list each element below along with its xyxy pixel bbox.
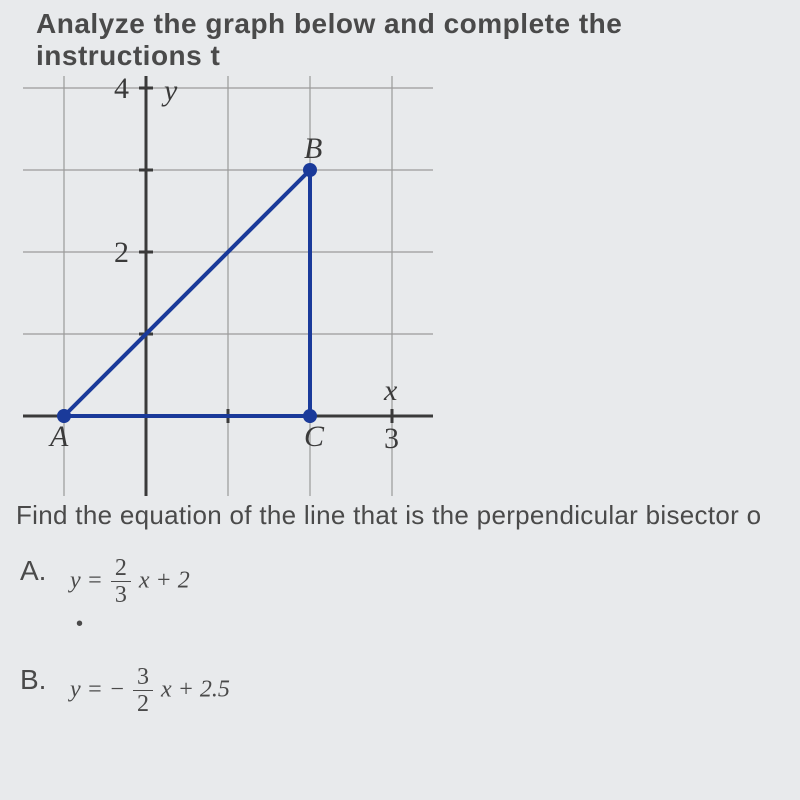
- question-text: Find the equation of the line that is th…: [8, 500, 792, 531]
- svg-text:2: 2: [114, 236, 129, 269]
- instruction-header: Analyze the graph below and complete the…: [8, 8, 792, 72]
- page-container: Analyze the graph below and complete the…: [0, 0, 800, 800]
- svg-text:4: 4: [114, 76, 129, 105]
- option-b-fraction: 32: [133, 664, 153, 718]
- option-a-prefix: y =: [70, 567, 109, 593]
- svg-text:y: y: [161, 76, 178, 107]
- option-b[interactable]: B. y = − 32 x + 2.5: [20, 664, 792, 718]
- option-a-suffix: x + 2: [133, 567, 190, 593]
- option-b-suffix: x + 2.5: [155, 676, 230, 702]
- graph: A B C 4 2 3 y x: [16, 76, 456, 496]
- option-a-fraction: 23: [111, 555, 131, 609]
- svg-text:A: A: [48, 420, 69, 453]
- option-b-prefix: y = −: [70, 676, 131, 702]
- svg-text:C: C: [304, 420, 325, 453]
- options-list: A. y = 23 x + 2 • B. y = − 32 x + 2.5: [8, 555, 792, 718]
- option-a[interactable]: A. y = 23 x + 2 •: [20, 555, 792, 632]
- option-b-label: B.: [20, 664, 70, 696]
- option-a-equation: y = 23 x + 2: [70, 555, 190, 609]
- option-a-label: A.: [20, 555, 70, 587]
- graph-svg: A B C 4 2 3 y x: [16, 76, 456, 496]
- svg-text:x: x: [383, 374, 398, 407]
- option-b-equation: y = − 32 x + 2.5: [70, 664, 230, 718]
- svg-text:3: 3: [384, 422, 399, 455]
- svg-text:B: B: [304, 132, 322, 165]
- option-a-dot: •: [76, 613, 196, 636]
